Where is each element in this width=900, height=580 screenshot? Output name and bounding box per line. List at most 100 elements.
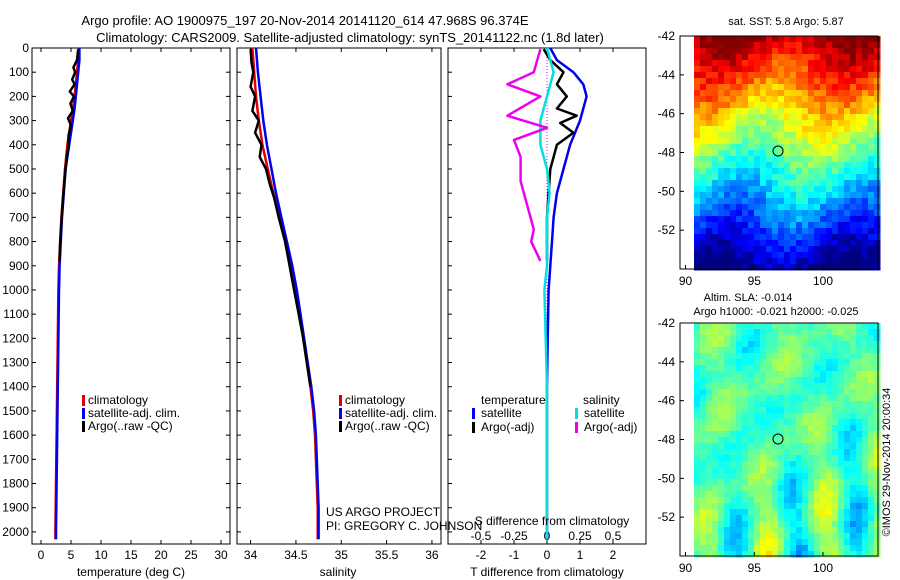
map-cell (820, 443, 827, 450)
map-cell (784, 431, 791, 438)
map-cell (700, 192, 707, 199)
map-cell (790, 150, 797, 157)
map-cell (730, 222, 737, 229)
map-cell (712, 180, 719, 187)
map-cell (796, 180, 803, 187)
map-cell (826, 407, 833, 414)
map-cell (700, 521, 707, 528)
map-cell (862, 521, 869, 528)
map-cell (772, 186, 779, 193)
map-cell (760, 246, 767, 253)
map-cell (766, 467, 773, 474)
map-cell (838, 509, 845, 516)
map-cell (874, 120, 881, 127)
map-cell (772, 437, 779, 444)
map-cell (712, 425, 719, 432)
map-cell (718, 264, 725, 271)
map-cell (736, 353, 743, 360)
map-cell (706, 353, 713, 360)
legend-heading-salinity: salinity (583, 393, 620, 407)
map-cell (700, 114, 707, 121)
map-cell (790, 90, 797, 97)
map-cell (856, 72, 863, 79)
map-cell (736, 138, 743, 145)
map-cell (790, 84, 797, 91)
map-cell (736, 174, 743, 181)
map-cell (796, 258, 803, 265)
map-cell (766, 527, 773, 534)
map-cell (796, 222, 803, 229)
map-cell (850, 347, 857, 354)
map-cell (856, 437, 863, 444)
map-cell (772, 539, 779, 546)
map-cell (844, 90, 851, 97)
map-cell (862, 341, 869, 348)
map-cell (826, 395, 833, 402)
map-cell (868, 174, 875, 181)
map-cell (868, 329, 875, 336)
map-cell (766, 258, 773, 265)
map-cell (700, 371, 707, 378)
map-cell (784, 246, 791, 253)
map-cell (724, 389, 731, 396)
map-cell (694, 78, 701, 85)
map-cell (754, 198, 761, 205)
map-cell (850, 78, 857, 85)
map-cell (748, 66, 755, 73)
map-cell (820, 210, 827, 217)
map-cell (790, 162, 797, 169)
map-cell (760, 216, 767, 223)
map-cell (766, 156, 773, 163)
map-cell (706, 551, 713, 558)
map-cell (772, 329, 779, 336)
map-cell (844, 144, 851, 151)
map-cell (850, 234, 857, 241)
map-cell (832, 539, 839, 546)
map-cell (700, 347, 707, 354)
map-cell (694, 443, 701, 450)
map-cell (868, 240, 875, 247)
map-cell (832, 485, 839, 492)
map-cell (748, 78, 755, 85)
legend-swatch (472, 422, 475, 433)
map-cell (814, 389, 821, 396)
map-cell (730, 42, 737, 49)
map-cell (820, 120, 827, 127)
map-cell (760, 401, 767, 408)
map-cell (736, 449, 743, 456)
map-cell (832, 246, 839, 253)
map-cell (748, 353, 755, 360)
map-cell (724, 186, 731, 193)
map-cell (772, 443, 779, 450)
map-cell (820, 473, 827, 480)
map-cell (700, 108, 707, 115)
map-cell (736, 252, 743, 259)
map-cell (784, 449, 791, 456)
map-cell (724, 359, 731, 366)
map-cell (730, 138, 737, 145)
map-cell (784, 258, 791, 265)
map-cell (706, 383, 713, 390)
map-cell (850, 204, 857, 211)
map-cell (874, 437, 881, 444)
map-cell (700, 174, 707, 181)
map-cell (736, 114, 743, 121)
map-cell (706, 180, 713, 187)
map-cell (790, 527, 797, 534)
xtick-label: 2 (610, 548, 617, 562)
map-cell (862, 323, 869, 330)
map-cell (874, 258, 881, 265)
map-cell (796, 449, 803, 456)
map-cell (844, 258, 851, 265)
map-cell (778, 485, 785, 492)
map-cell (742, 216, 749, 223)
map-cell (694, 509, 701, 516)
map-cell (868, 234, 875, 241)
map-cell (718, 431, 725, 438)
sst-map-panel: sat. SST: 5.8 Argo: 5.87 90 95 100-42-44-4… (658, 16, 881, 288)
map-cell (718, 413, 725, 420)
map-cell (730, 329, 737, 336)
map-cell (826, 144, 833, 151)
map-cell (778, 533, 785, 540)
map-cell (802, 234, 809, 241)
